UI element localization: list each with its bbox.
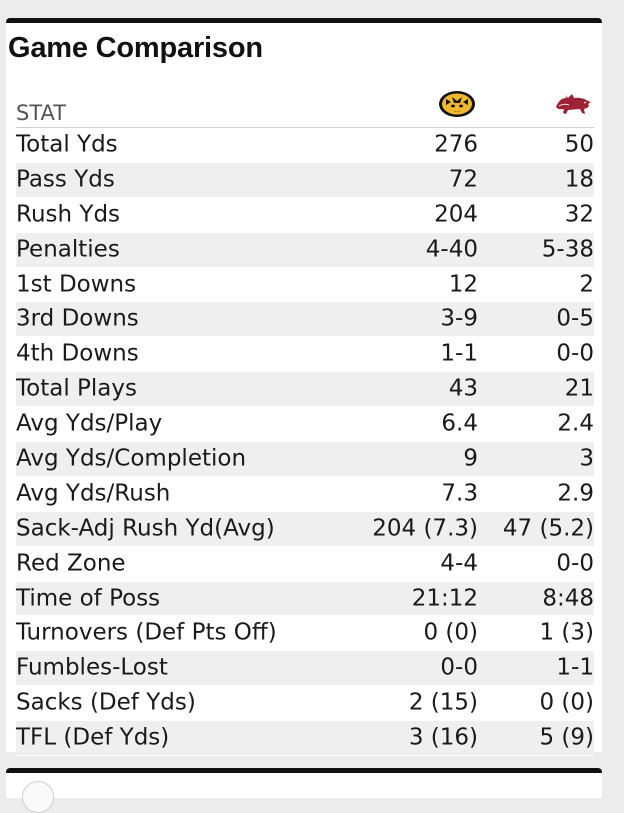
table-row: 4th Downs 1-1 0-0	[16, 337, 594, 373]
stat-name: 1st Downs	[16, 271, 137, 297]
away-value: 3	[579, 445, 594, 472]
home-value: 6.4	[441, 410, 478, 437]
table-row: Turnovers (Def Pts Off) 0 (0) 1 (3)	[16, 616, 594, 652]
table-row: Sacks (Def Yds) 2 (15) 0 (0)	[16, 686, 594, 722]
panel-title: Game Comparison	[8, 32, 263, 64]
stat-column-header: STAT	[16, 101, 67, 125]
table-row: 3rd Downs 3-9 0-5	[16, 302, 594, 338]
stat-name: Rush Yds	[16, 201, 121, 228]
home-value: 9	[463, 445, 478, 472]
stat-name: Pass Yds	[16, 166, 115, 193]
away-value: 5-38	[541, 236, 594, 263]
home-value: 0 (0)	[423, 619, 478, 646]
stat-name: Sack-Adj Rush Yd(Avg)	[16, 515, 275, 542]
home-value: 4-4	[440, 550, 478, 577]
table-row: TFL (Def Yds) 3 (16) 5 (9)	[16, 721, 594, 757]
stat-name: Red Zone	[16, 550, 126, 577]
home-value: 43	[448, 375, 478, 402]
home-value: 1-1	[440, 340, 478, 367]
home-value: 3-9	[440, 305, 478, 332]
away-value: 0-5	[556, 305, 594, 332]
table-row: Rush Yds 204 32	[16, 197, 594, 233]
away-value: 5 (9)	[539, 724, 594, 751]
away-value: 2.9	[557, 480, 594, 507]
stats-table: Total Yds 276 50 Pass Yds 72 18 Rush Yds 204 32 P…	[16, 128, 594, 757]
razorback-logo-icon	[556, 94, 591, 114]
table-row: Avg Yds/Completion 9 3	[16, 442, 594, 477]
stat-name: 3rd Downs	[16, 305, 139, 332]
away-value: 18	[564, 166, 594, 193]
home-value: 7.3	[441, 480, 478, 507]
table-row: 1st Downs 12 2	[16, 267, 594, 303]
stat-name: Total Plays	[16, 375, 137, 402]
away-value: 0 (0)	[539, 689, 594, 716]
away-value: 2.4	[557, 410, 594, 437]
home-value: 72	[448, 166, 478, 193]
next-card	[6, 768, 602, 813]
home-value: 12	[448, 271, 478, 297]
table-row: Penalties 4-40 5-38	[16, 232, 594, 268]
stat-name: Time of Poss	[16, 585, 161, 612]
stat-name: Fumbles-Lost	[16, 654, 168, 681]
table-row: Red Zone 4-4 0-0	[16, 546, 594, 582]
home-value: 204	[434, 201, 478, 228]
away-value: 2	[579, 271, 594, 297]
away-value: 0-0	[556, 550, 594, 577]
table-row: Total Plays 43 21	[16, 372, 594, 408]
table-row: Pass Yds 72 18	[16, 162, 594, 198]
stat-name: Avg Yds/Play	[16, 410, 163, 437]
away-value: 47 (5.2)	[502, 515, 594, 542]
table-row: Sack-Adj Rush Yd(Avg) 204 (7.3) 47 (5.2)	[16, 511, 594, 547]
table-row: Time of Poss 21:12 8:48	[16, 581, 594, 617]
table-row: Total Yds 276 50	[16, 128, 594, 163]
stat-name: Avg Yds/Rush	[16, 480, 171, 507]
stat-name: Total Yds	[16, 131, 118, 158]
away-value: 1-1	[556, 654, 594, 681]
table-row: Avg Yds/Play 6.4 2.4	[16, 407, 594, 443]
stat-name: Sacks (Def Yds)	[16, 689, 196, 716]
tiger-logo-icon	[439, 91, 475, 117]
home-value: 276	[434, 131, 478, 158]
away-value: 0-0	[556, 340, 594, 367]
away-value: 50	[564, 131, 594, 158]
stat-name: 4th Downs	[16, 340, 139, 367]
home-value: 0-0	[440, 654, 478, 681]
away-value: 8:48	[542, 585, 594, 612]
away-value: 21	[564, 375, 594, 402]
stat-name: TFL (Def Yds)	[16, 724, 170, 751]
stat-name: Avg Yds/Completion	[16, 445, 247, 472]
home-value: 21:12	[411, 585, 478, 612]
table-row: Avg Yds/Rush 7.3 2.9	[16, 476, 594, 512]
stat-name: Penalties	[16, 236, 120, 263]
table-row: Fumbles-Lost 0-0 1-1	[16, 651, 594, 687]
stat-name: Turnovers (Def Pts Off)	[16, 619, 277, 646]
home-value: 3 (16)	[408, 724, 478, 751]
game-comparison-card: Game Comparison STAT Total Yds 276 50 Pass …	[6, 18, 602, 757]
home-value: 204 (7.3)	[372, 515, 478, 542]
table-header: STAT	[16, 85, 594, 129]
home-value: 4-40	[425, 236, 478, 263]
away-value: 1 (3)	[539, 619, 594, 646]
home-value: 2 (15)	[408, 689, 478, 716]
away-value: 32	[564, 201, 594, 228]
